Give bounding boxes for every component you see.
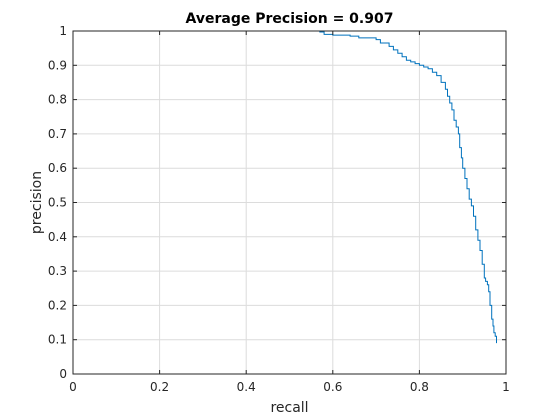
x-tick-label: 0.4 [237,380,256,394]
chart-title: Average Precision = 0.907 [186,11,394,27]
axes-box [72,30,507,375]
axes-frame [72,30,507,375]
tick-labels: 0 0.2 0.4 0.6 0.8 1 0 0.1 0.2 0.3 0.4 0.5 0.6 0.7 0.8 0… [48,24,510,394]
y-tick-label: 0.6 [48,161,67,175]
y-axis-label: precision [29,171,45,234]
x-tick-label: 0.6 [323,380,342,394]
x-axis-label: recall [270,400,308,416]
x-tick-label: 0.2 [150,380,169,394]
y-tick-label: 0.5 [48,196,67,210]
series-layer [73,30,497,344]
y-tick-label: 0.7 [48,127,67,141]
y-tick-label: 0.8 [48,93,67,107]
x-tick-label: 0 [69,380,77,394]
y-tick-label: 0.3 [48,264,67,278]
y-tick-label: 0.9 [48,58,67,72]
y-tick-label: 0.1 [48,333,67,347]
x-tick-label: 1 [502,380,510,394]
y-tick-label: 0 [59,367,67,381]
precision-recall-line [73,30,497,344]
y-tick-label: 1 [59,24,67,38]
y-tick-label: 0.2 [48,298,67,312]
x-tick-label: 0.8 [410,380,429,394]
y-tick-label: 0.4 [48,230,67,244]
